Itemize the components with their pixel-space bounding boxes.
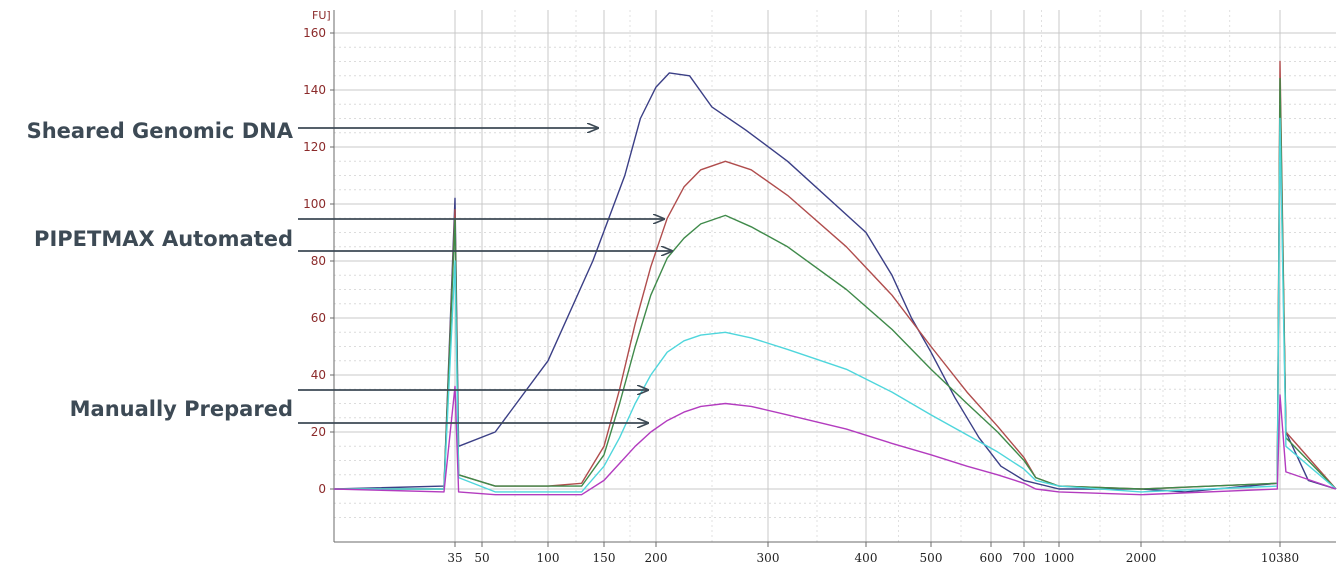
series-lines — [333, 60, 1337, 496]
annotation-label: Manually Prepared — [70, 397, 293, 421]
series-line-manual2 — [333, 385, 1337, 496]
y-tick-label: 20 — [311, 425, 326, 439]
x-tick-labels: 35 50 100 150 200 300 400 500 600 700 1000 2000 1038… — [447, 542, 1299, 565]
x-tick-label: 100 — [537, 551, 560, 565]
y-tick-label: 60 — [311, 311, 326, 325]
x-tick-label: 400 — [855, 551, 878, 565]
y-tick-label: 40 — [311, 368, 326, 382]
x-tick-label: 10380 — [1261, 551, 1299, 565]
x-tick-label: 200 — [645, 551, 668, 565]
x-tick-label: 35 — [447, 551, 462, 565]
y-tick-label: 80 — [311, 254, 326, 268]
series-line-manual1 — [334, 117, 1337, 493]
grid — [334, 10, 1336, 542]
plot-frame — [333, 10, 1336, 543]
annotation-label: Sheared Genomic DNA — [27, 119, 294, 143]
x-tick-label: 600 — [980, 551, 1003, 565]
x-tick-label: 300 — [757, 551, 780, 565]
x-tick-label: 2000 — [1126, 551, 1157, 565]
y-tick-labels: 0 20 40 60 80 100 120 140 160 — [303, 26, 334, 496]
x-tick-label: 150 — [593, 551, 616, 565]
x-tick-label: 700 — [1013, 551, 1036, 565]
annotations: Sheared Genomic DNA PIPETMAX Automated Man… — [27, 119, 672, 423]
y-tick-label: 120 — [303, 140, 326, 154]
x-tick-label: 1000 — [1044, 551, 1075, 565]
x-tick-label: 500 — [920, 551, 943, 565]
y-tick-label: 100 — [303, 197, 326, 211]
y-tick-label: 160 — [303, 26, 326, 40]
annotation-label: PIPETMAX Automated — [34, 227, 293, 251]
plot-background — [334, 10, 1336, 542]
y-tick-label: 0 — [318, 482, 326, 496]
y-unit-label: FU] — [312, 9, 331, 22]
x-tick-label: 50 — [474, 551, 489, 565]
series-line-genomic — [333, 72, 1337, 493]
y-tick-label: 140 — [303, 83, 326, 97]
